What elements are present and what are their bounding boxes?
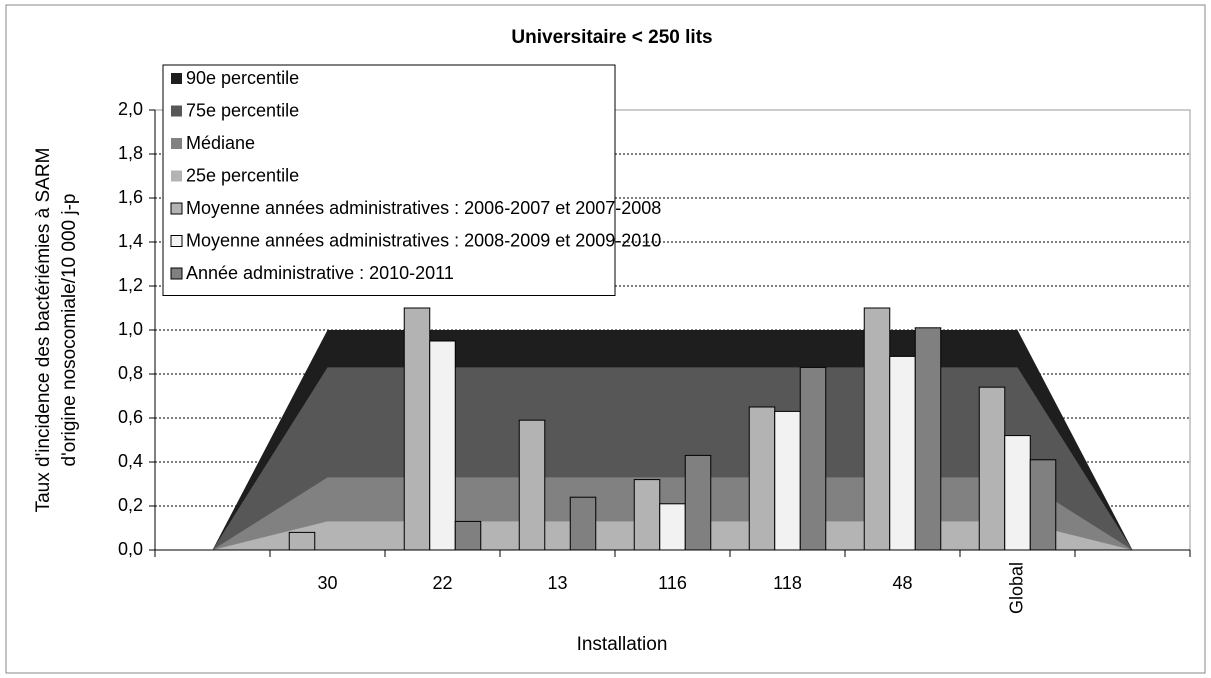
legend-label: 75e percentile <box>186 100 299 120</box>
y-tick-label: 2,0 <box>118 99 143 119</box>
bar <box>288 531 316 551</box>
legend-label: Moyenne années administratives : 2006-20… <box>186 198 661 218</box>
bar <box>403 307 431 551</box>
legend: 90e percentile 75e percentile Médiane 25e p… <box>162 64 661 296</box>
x-tick-label: 22 <box>432 573 452 593</box>
y-tick-label: 1,2 <box>118 275 143 295</box>
bar <box>429 340 456 551</box>
x-tick-label: Global <box>1006 562 1026 614</box>
bar <box>633 479 661 551</box>
legend-swatch <box>170 235 183 247</box>
x-tick-label: 118 <box>773 573 802 593</box>
bar <box>659 503 686 551</box>
bar <box>914 327 942 551</box>
bar <box>1004 435 1031 551</box>
bar <box>889 355 916 551</box>
legend-swatch <box>170 202 183 215</box>
y-tick-label: 0,0 <box>118 539 143 559</box>
y-tick-label: 0,4 <box>118 451 143 471</box>
bar <box>1029 459 1057 551</box>
bar <box>978 386 1006 551</box>
x-tick-label: 116 <box>658 573 687 593</box>
bar <box>774 410 801 551</box>
x-axis-label: Installation <box>577 634 668 655</box>
legend-swatch <box>171 170 182 182</box>
legend-label: Moyenne années administratives : 2008-20… <box>186 230 661 250</box>
chart-title: Universitaire < 250 lits <box>511 27 712 48</box>
legend-label: 90e percentile <box>186 68 299 88</box>
y-tick-label: 0,2 <box>118 495 143 515</box>
y-tick-label: 1,6 <box>118 187 143 207</box>
legend-label: Médiane <box>186 133 255 153</box>
legend-label: 25e percentile <box>186 165 299 185</box>
bar <box>454 520 482 551</box>
y-tick-label: 1,8 <box>118 143 143 163</box>
y-tick-label: 0,6 <box>118 407 143 427</box>
bar <box>799 366 827 551</box>
legend-swatch <box>171 138 182 149</box>
bar <box>518 419 546 551</box>
legend-swatch <box>171 73 182 84</box>
legend-box <box>162 64 616 296</box>
y-tick-label: 1,4 <box>118 231 143 251</box>
bar <box>684 454 712 551</box>
y-axis-label: Taux d'incidence des bactériémies à SARM <box>33 148 54 513</box>
bar <box>863 307 891 551</box>
x-tick-label: 48 <box>892 573 912 593</box>
x-tick-label: 13 <box>547 573 567 593</box>
y-tick-label: 0,8 <box>118 363 143 383</box>
legend-swatch <box>170 267 183 280</box>
y-axis-label: d'origine nosocomiale/10 000 j-p <box>59 194 80 467</box>
legend-swatch <box>171 105 182 117</box>
bar <box>748 406 776 551</box>
x-tick-label: 30 <box>317 573 337 593</box>
y-tick-label: 1,0 <box>118 319 143 339</box>
legend-label: Année administrative : 2010-2011 <box>186 263 454 283</box>
bar <box>569 496 597 551</box>
